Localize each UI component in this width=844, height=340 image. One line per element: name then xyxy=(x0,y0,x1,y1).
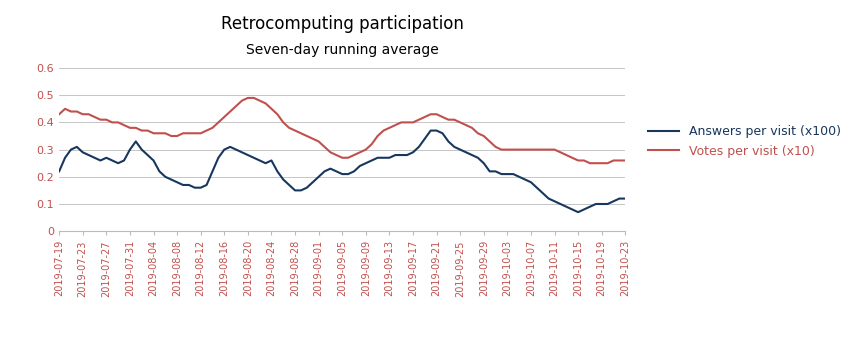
Text: Seven-day running average: Seven-day running average xyxy=(246,42,438,56)
Title: Retrocomputing participation: Retrocomputing participation xyxy=(220,15,463,33)
Legend: Answers per visit (x100), Votes per visit (x10): Answers per visit (x100), Votes per visi… xyxy=(642,120,844,163)
Line: Answers per visit (x100): Answers per visit (x100) xyxy=(59,131,625,212)
Line: Votes per visit (x10): Votes per visit (x10) xyxy=(59,98,625,163)
